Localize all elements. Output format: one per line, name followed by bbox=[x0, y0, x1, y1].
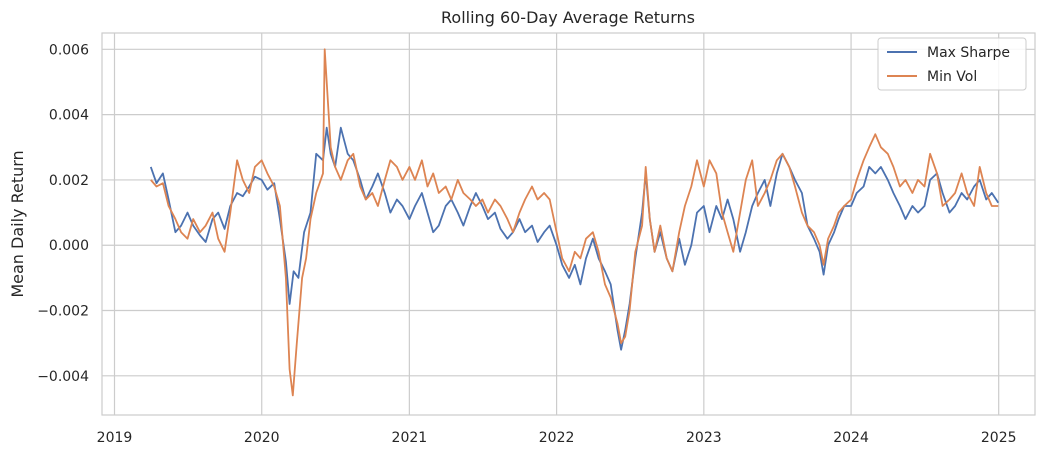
y-tick-label: 0.000 bbox=[49, 238, 89, 254]
legend-label-max-sharpe: Max Sharpe bbox=[927, 45, 1010, 61]
x-tick-label: 2019 bbox=[97, 430, 133, 446]
y-tick-label: 0.006 bbox=[49, 42, 89, 58]
y-tick-label: −0.004 bbox=[37, 369, 89, 385]
x-tick-label: 2024 bbox=[833, 430, 869, 446]
series-line-min-vol bbox=[150, 48, 999, 397]
chart-title: Rolling 60-Day Average Returns bbox=[441, 8, 695, 27]
x-tick-label: 2021 bbox=[392, 430, 428, 446]
y-tick-label: 0.004 bbox=[49, 108, 89, 124]
series-lines bbox=[149, 48, 1000, 397]
y-tick-label: −0.002 bbox=[37, 304, 89, 320]
x-tick-label: 2022 bbox=[539, 430, 575, 446]
x-tick-label: 2023 bbox=[686, 430, 722, 446]
y-axis-label: Mean Daily Return bbox=[8, 150, 27, 297]
legend: Max Sharpe Min Vol bbox=[877, 37, 1027, 91]
y-tick-label: 0.002 bbox=[49, 173, 89, 189]
series-line-max-sharpe bbox=[149, 126, 1000, 351]
x-tick-label: 2025 bbox=[981, 430, 1017, 446]
tick-labels: 2019 2020 2021 2022 2023 2024 2025 −0.004 −0.002… bbox=[37, 42, 1016, 446]
legend-label-min-vol: Min Vol bbox=[927, 69, 977, 85]
gridlines bbox=[102, 33, 1035, 415]
plot-area-frame bbox=[101, 32, 1036, 416]
x-tick-label: 2020 bbox=[244, 430, 280, 446]
